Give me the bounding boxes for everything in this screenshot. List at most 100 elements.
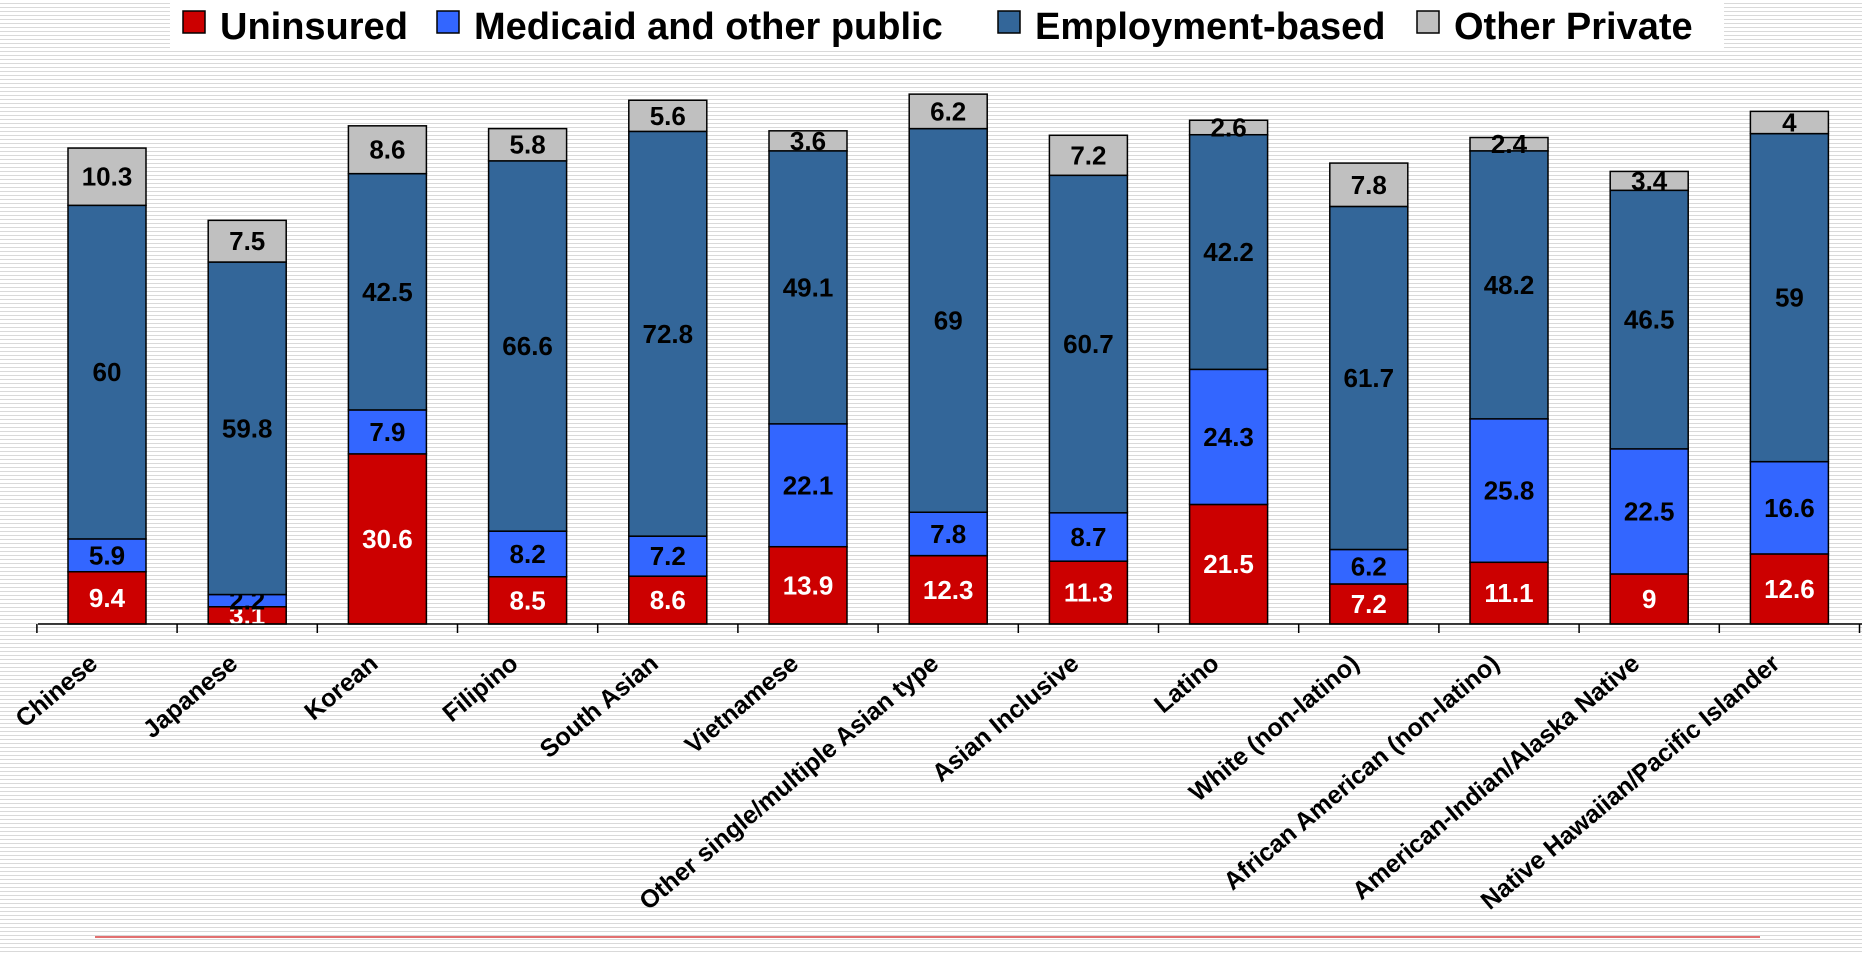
data-label-employment-based-filipino: 66.6 [502,331,553,361]
bar-employment-based-white-non-latino [1329,205,1409,551]
bar-employment-based-asian-inclusive [1048,174,1129,514]
bar-uninsured-other-single-multiple-asian-type [908,554,988,625]
x-tick-label-chinese: Chinese [10,649,103,733]
bar-other-private-other-single-multiple-asian-type [908,93,988,130]
data-label-other-private-asian-inclusive: 7.2 [1070,140,1106,170]
bar-employment-based-chinese [67,204,147,540]
x-tick-label-latino: Latino [1149,649,1224,719]
bar-other-private-white-non-latino [1329,162,1409,208]
legend-swatch-medicaid-and-other-public [436,10,460,34]
x-tick-label-african-american-non-latino: African American (non-latino) [1218,649,1504,896]
data-label-uninsured-american-indian-alaska-native: 9 [1642,584,1656,614]
bar-other-private-african-american-non-latino [1469,136,1549,152]
bar-other-private-native-hawaiian-pacific-islander [1749,110,1830,135]
bar-medicaid-and-other-public-white-non-latino [1329,548,1409,585]
data-label-other-private-filipino: 5.8 [510,130,546,160]
bar-uninsured-korean [347,453,428,625]
bar-other-private-japanese [207,219,287,263]
legend-label-other-private: Other Private [1454,6,1693,48]
data-label-medicaid-and-other-public-vietnamese: 22.1 [783,470,834,500]
data-label-medicaid-and-other-public-latino: 24.3 [1203,422,1254,452]
data-label-employment-based-white-non-latino: 61.7 [1343,363,1394,393]
bar-medicaid-and-other-public-native-hawaiian-pacific-islander [1749,460,1830,555]
x-tick-label-other-single-multiple-asian-type: Other single/multiple Asian type [634,649,944,915]
data-label-other-private-chinese: 10.3 [82,162,133,192]
bar-medicaid-and-other-public-south-asian [628,535,708,577]
data-label-medicaid-and-other-public-asian-inclusive: 8.7 [1070,522,1106,552]
data-label-employment-based-asian-inclusive: 60.7 [1063,329,1114,359]
x-tick-label-native-hawaiian-pacific-islander: Native Hawaiian/Pacific Islander [1476,649,1786,915]
data-label-other-private-japanese: 7.5 [229,226,265,256]
legend-background [170,0,1724,50]
data-label-uninsured-south-asian: 8.6 [650,585,686,615]
data-label-employment-based-american-indian-alaska-native: 46.5 [1624,305,1675,335]
bar-uninsured-latino [1188,503,1269,625]
bar-employment-based-american-indian-alaska-native [1609,189,1689,450]
data-label-other-private-american-indian-alaska-native: 3.4 [1631,166,1668,196]
bar-medicaid-and-other-public-vietnamese [768,423,848,548]
bar-employment-based-south-asian [628,130,708,537]
x-tick-label-south-asian: South Asian [535,649,664,764]
data-label-employment-based-other-single-multiple-asian-type: 69 [934,305,963,335]
bar-medicaid-and-other-public-latino [1188,368,1269,506]
x-tick-label-filipino: Filipino [437,649,523,728]
bar-other-private-asian-inclusive [1048,134,1129,177]
data-label-uninsured-other-single-multiple-asian-type: 12.3 [923,575,974,605]
bar-uninsured-american-indian-alaska-native [1609,573,1689,625]
bar-employment-based-other-single-multiple-asian-type [908,127,988,513]
data-label-other-private-white-non-latino: 7.8 [1351,170,1387,200]
bar-other-private-american-indian-alaska-native [1609,170,1689,192]
data-label-uninsured-chinese: 9.4 [89,583,126,613]
bar-uninsured-chinese [67,570,147,625]
bar-uninsured-filipino [487,575,568,625]
x-tick-label-asian-inclusive: Asian Inclusive [927,649,1085,788]
bar-medicaid-and-other-public-chinese [67,538,147,573]
data-label-employment-based-korean: 42.5 [362,277,413,307]
bar-other-private-latino [1188,119,1269,136]
data-label-employment-based-japanese: 59.8 [222,413,273,443]
bar-employment-based-vietnamese [768,150,848,425]
data-label-medicaid-and-other-public-american-indian-alaska-native: 22.5 [1624,496,1675,526]
data-label-other-private-latino: 2.6 [1211,112,1247,142]
x-tick-label-american-indian-alaska-native: American-Indian/Alaska Native [1347,649,1645,905]
bar-other-private-vietnamese [768,130,848,152]
bar-medicaid-and-other-public-filipino [487,530,568,578]
legend-label-medicaid-and-other-public: Medicaid and other public [474,6,943,48]
data-label-uninsured-latino: 21.5 [1203,549,1254,579]
bar-uninsured-south-asian [628,575,708,625]
x-tick-label-vietnamese: Vietnamese [680,649,804,760]
legend-label-uninsured: Uninsured [220,6,408,48]
data-label-medicaid-and-other-public-south-asian: 7.2 [650,541,686,571]
bar-employment-based-native-hawaiian-pacific-islander [1749,132,1830,463]
data-label-other-private-vietnamese: 3.6 [790,126,826,156]
bar-other-private-korean [347,125,428,175]
data-label-uninsured-native-hawaiian-pacific-islander: 12.6 [1764,574,1815,604]
data-label-medicaid-and-other-public-native-hawaiian-pacific-islander: 16.6 [1764,493,1815,523]
bar-medicaid-and-other-public-african-american-non-latino [1469,418,1549,564]
data-label-uninsured-vietnamese: 13.9 [783,570,834,600]
data-label-employment-based-south-asian: 72.8 [642,319,693,349]
bar-other-private-south-asian [628,99,708,133]
legend-swatch-other-private [1416,10,1440,34]
data-label-medicaid-and-other-public-chinese: 5.9 [89,540,125,570]
x-tick-label-japanese: Japanese [138,649,243,744]
data-label-uninsured-korean: 30.6 [362,524,413,554]
legend-swatch-uninsured [182,10,206,34]
x-tick-label-korean: Korean [299,649,383,726]
data-label-uninsured-white-non-latino: 7.2 [1351,589,1387,619]
data-label-uninsured-filipino: 8.5 [510,585,546,615]
data-label-medicaid-and-other-public-other-single-multiple-asian-type: 7.8 [930,519,966,549]
data-label-uninsured-african-american-non-latino: 11.1 [1484,578,1533,608]
data-label-employment-based-vietnamese: 49.1 [783,272,834,302]
bar-uninsured-native-hawaiian-pacific-islander [1749,553,1830,625]
data-label-uninsured-asian-inclusive: 11.3 [1064,578,1113,608]
data-label-other-private-other-single-multiple-asian-type: 6.2 [930,96,966,126]
bar-employment-based-korean [347,172,428,411]
data-label-other-private-korean: 8.6 [369,135,405,165]
legend-label-employment-based: Employment-based [1035,6,1386,48]
data-label-other-private-african-american-non-latino: 2.4 [1491,129,1528,159]
bar-other-private-chinese [67,147,147,207]
legend-swatch-employment-based [997,10,1021,34]
bar-uninsured-vietnamese [768,545,848,625]
